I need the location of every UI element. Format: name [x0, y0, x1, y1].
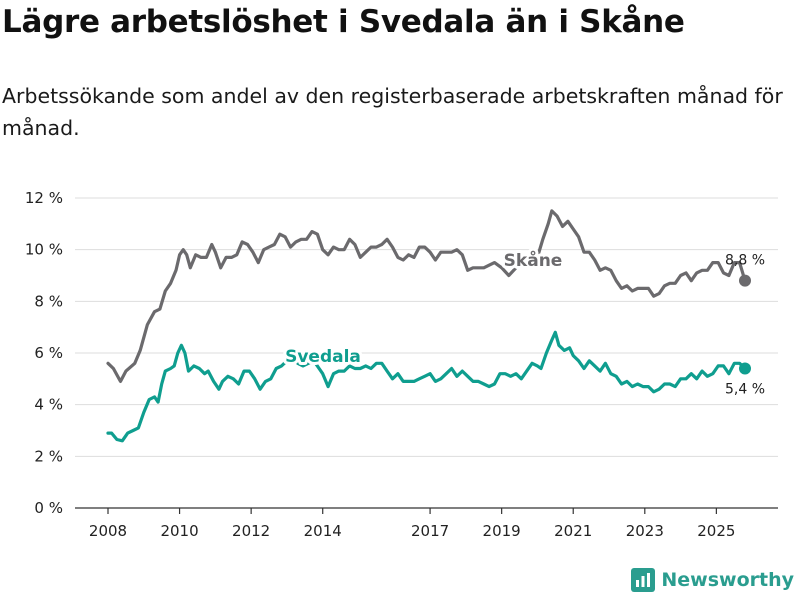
x-axis: 2008 2010 2012 2014 2017 2019 2021 2023 2025 [75, 507, 778, 540]
y-axis-ticks: 0 % 2 % 4 % 6 % 8 % 10 % 12 % [25, 189, 63, 517]
series-group [106, 209, 751, 443]
x-tick-label: 2008 [89, 522, 127, 540]
x-tick-label: 2012 [232, 522, 270, 540]
series-end-value-label: 5,4 % [725, 382, 765, 398]
y-tick-label: 8 % [34, 292, 63, 310]
y-tick-label: 4 % [34, 396, 63, 414]
series-name-halo: Skåne [504, 249, 563, 271]
x-tick-label: 2023 [626, 522, 664, 540]
newsworthy-logo-text: Newsworthy [661, 569, 794, 591]
y-tick-label: 12 % [25, 189, 63, 207]
gridlines [75, 197, 778, 457]
x-tick-label: 2014 [304, 522, 342, 540]
x-tick-label: 2010 [160, 522, 198, 540]
x-tick-label: 2017 [411, 522, 449, 540]
newsworthy-logo[interactable]: Newsworthy [631, 568, 794, 592]
y-tick-label: 0 % [34, 499, 63, 517]
x-tick-label: 2019 [483, 522, 521, 540]
x-tick-label: 2021 [554, 522, 592, 540]
series-line-skane [106, 209, 747, 383]
newsworthy-logo-icon [631, 568, 656, 592]
y-tick-label: 6 % [34, 344, 63, 362]
series-name-label: Skåne [504, 249, 563, 271]
series-name-label: Svedala [285, 347, 361, 367]
chart-subtitle: Arbetssökande som andel av den registerb… [2, 84, 783, 140]
y-tick-label: 2 % [34, 447, 63, 465]
series-name-halo: Svedala [285, 347, 361, 367]
y-tick-label: 10 % [25, 241, 63, 259]
series-end-point [739, 362, 751, 375]
chart-title: Lägre arbetslöshet i Svedala än i Skåne [2, 4, 685, 40]
series-end-value-label: 8,8 % [725, 253, 765, 269]
series-end-point [739, 274, 751, 287]
series-line-svedala [106, 330, 747, 443]
x-tick-label: 2025 [697, 522, 735, 540]
